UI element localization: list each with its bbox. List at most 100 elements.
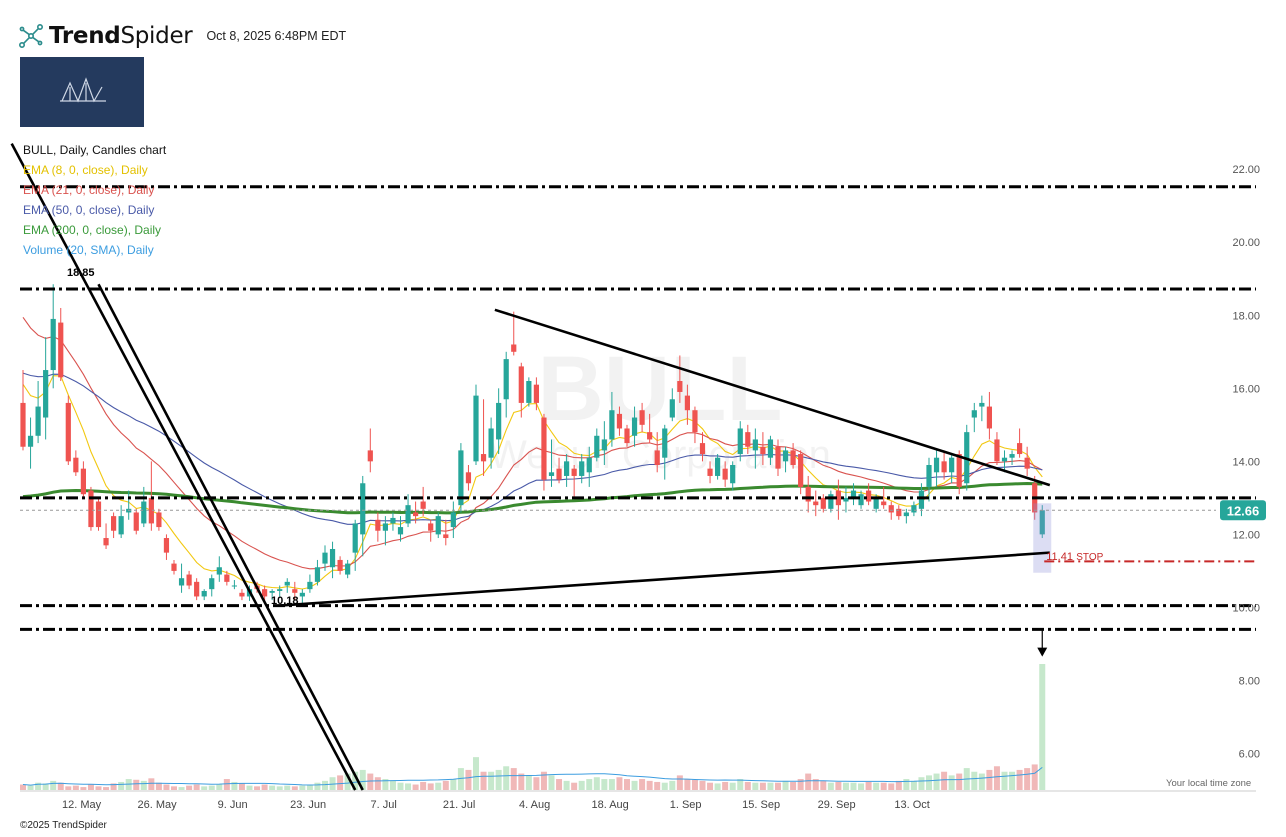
candle-body [888,505,894,513]
volume-bar [986,769,993,790]
volume-bar [473,757,479,790]
candle [586,446,592,487]
chart-legend: BULL, Daily, Candles chart EMA (8, 0, cl… [23,140,166,260]
candle [141,486,147,528]
candle [465,465,472,491]
x-axis-tick: 23. Jun [290,799,326,811]
candle-body [413,512,419,517]
candle [805,475,811,513]
high-price-label: 18.85 [67,267,95,279]
volume-bar [744,781,751,790]
legend-ema-200[interactable]: EMA (200, 0, close), Daily [23,223,162,237]
candle-body [933,457,940,473]
candle [707,461,713,484]
candle-body [458,450,464,506]
highlight-box [1033,503,1052,573]
volume-bar [57,782,64,790]
candle [541,413,547,491]
candle [450,501,456,539]
candle-body [231,585,237,587]
volume-bar [193,784,200,790]
y-axis-tick: 16.00 [1232,383,1260,395]
volume-bar [707,782,714,790]
candle-body [511,344,517,352]
volume-bar [699,780,706,790]
candle [933,450,940,487]
volume-bar [790,781,797,790]
volume-bar [540,771,547,790]
candle [609,391,615,447]
candle-body [156,512,162,528]
candle [458,443,464,513]
candle [994,432,1000,465]
legend-ema-21[interactable]: EMA (21, 0, close), Daily [23,183,155,197]
candle-body [956,454,962,487]
candle-body [707,468,713,476]
candle-body [601,439,607,451]
volume-bar [254,786,261,790]
candle-body [760,446,766,455]
candle-body [586,457,592,473]
stop-label: 11.41 [1046,551,1073,563]
candle [111,512,117,539]
candle [322,545,328,571]
volume-bar [941,771,948,790]
legend-ema-50[interactable]: EMA (50, 0, close), Daily [23,203,155,217]
x-axis-tick: 1. Sep [670,799,702,811]
candle-body [488,428,494,458]
volume-bar [948,775,955,790]
candle [27,417,34,469]
candle-body [216,567,222,575]
volume-bar [103,787,110,790]
app-header: TrendSpider Oct 8, 2025 6:48PM EDT [18,20,346,52]
legend-volume[interactable]: Volume (20, SMA), Daily [23,243,154,257]
candle-body [35,406,41,436]
candle-body [277,589,283,591]
ema-50-line [22,372,1043,525]
candle-body [141,501,147,524]
volume-bar [895,780,902,790]
candle [269,589,275,601]
volume-bar [586,779,593,790]
candle [639,402,645,433]
volume-bar [427,783,434,790]
candle-body [1024,457,1030,469]
candle-body [428,523,434,531]
volume-bar [299,785,306,790]
candle [307,574,313,593]
ema-8-line [22,375,1043,590]
candle [216,556,222,582]
candle [986,391,992,440]
candle-body [367,450,373,462]
candle-body [835,490,841,506]
webull-logo-icon [60,77,106,103]
candle [337,556,343,575]
legend-ema-8[interactable]: EMA (8, 0, close), Daily [23,163,148,177]
candle-body [722,468,728,480]
candle-body [782,450,789,462]
volume-bar [782,780,789,790]
candle [820,494,826,513]
volume-bar [488,771,495,790]
volume-bar [518,773,525,790]
candle-body [201,590,207,597]
volume-bar [820,780,827,790]
candle-body [239,592,245,597]
volume-bar [850,782,857,790]
candle [760,432,766,465]
volume-bar [480,771,487,790]
candle-body [262,589,268,597]
candle-body [699,443,706,455]
candle [941,450,947,480]
candle [782,446,789,473]
candle-body [450,512,456,528]
candle-body [1001,457,1008,462]
candle-body [322,552,328,564]
candle [73,450,79,476]
candle-body [715,457,721,476]
candle-body [828,494,834,509]
candle-body [307,581,313,590]
candle-body [986,406,992,429]
candle [1024,446,1030,476]
